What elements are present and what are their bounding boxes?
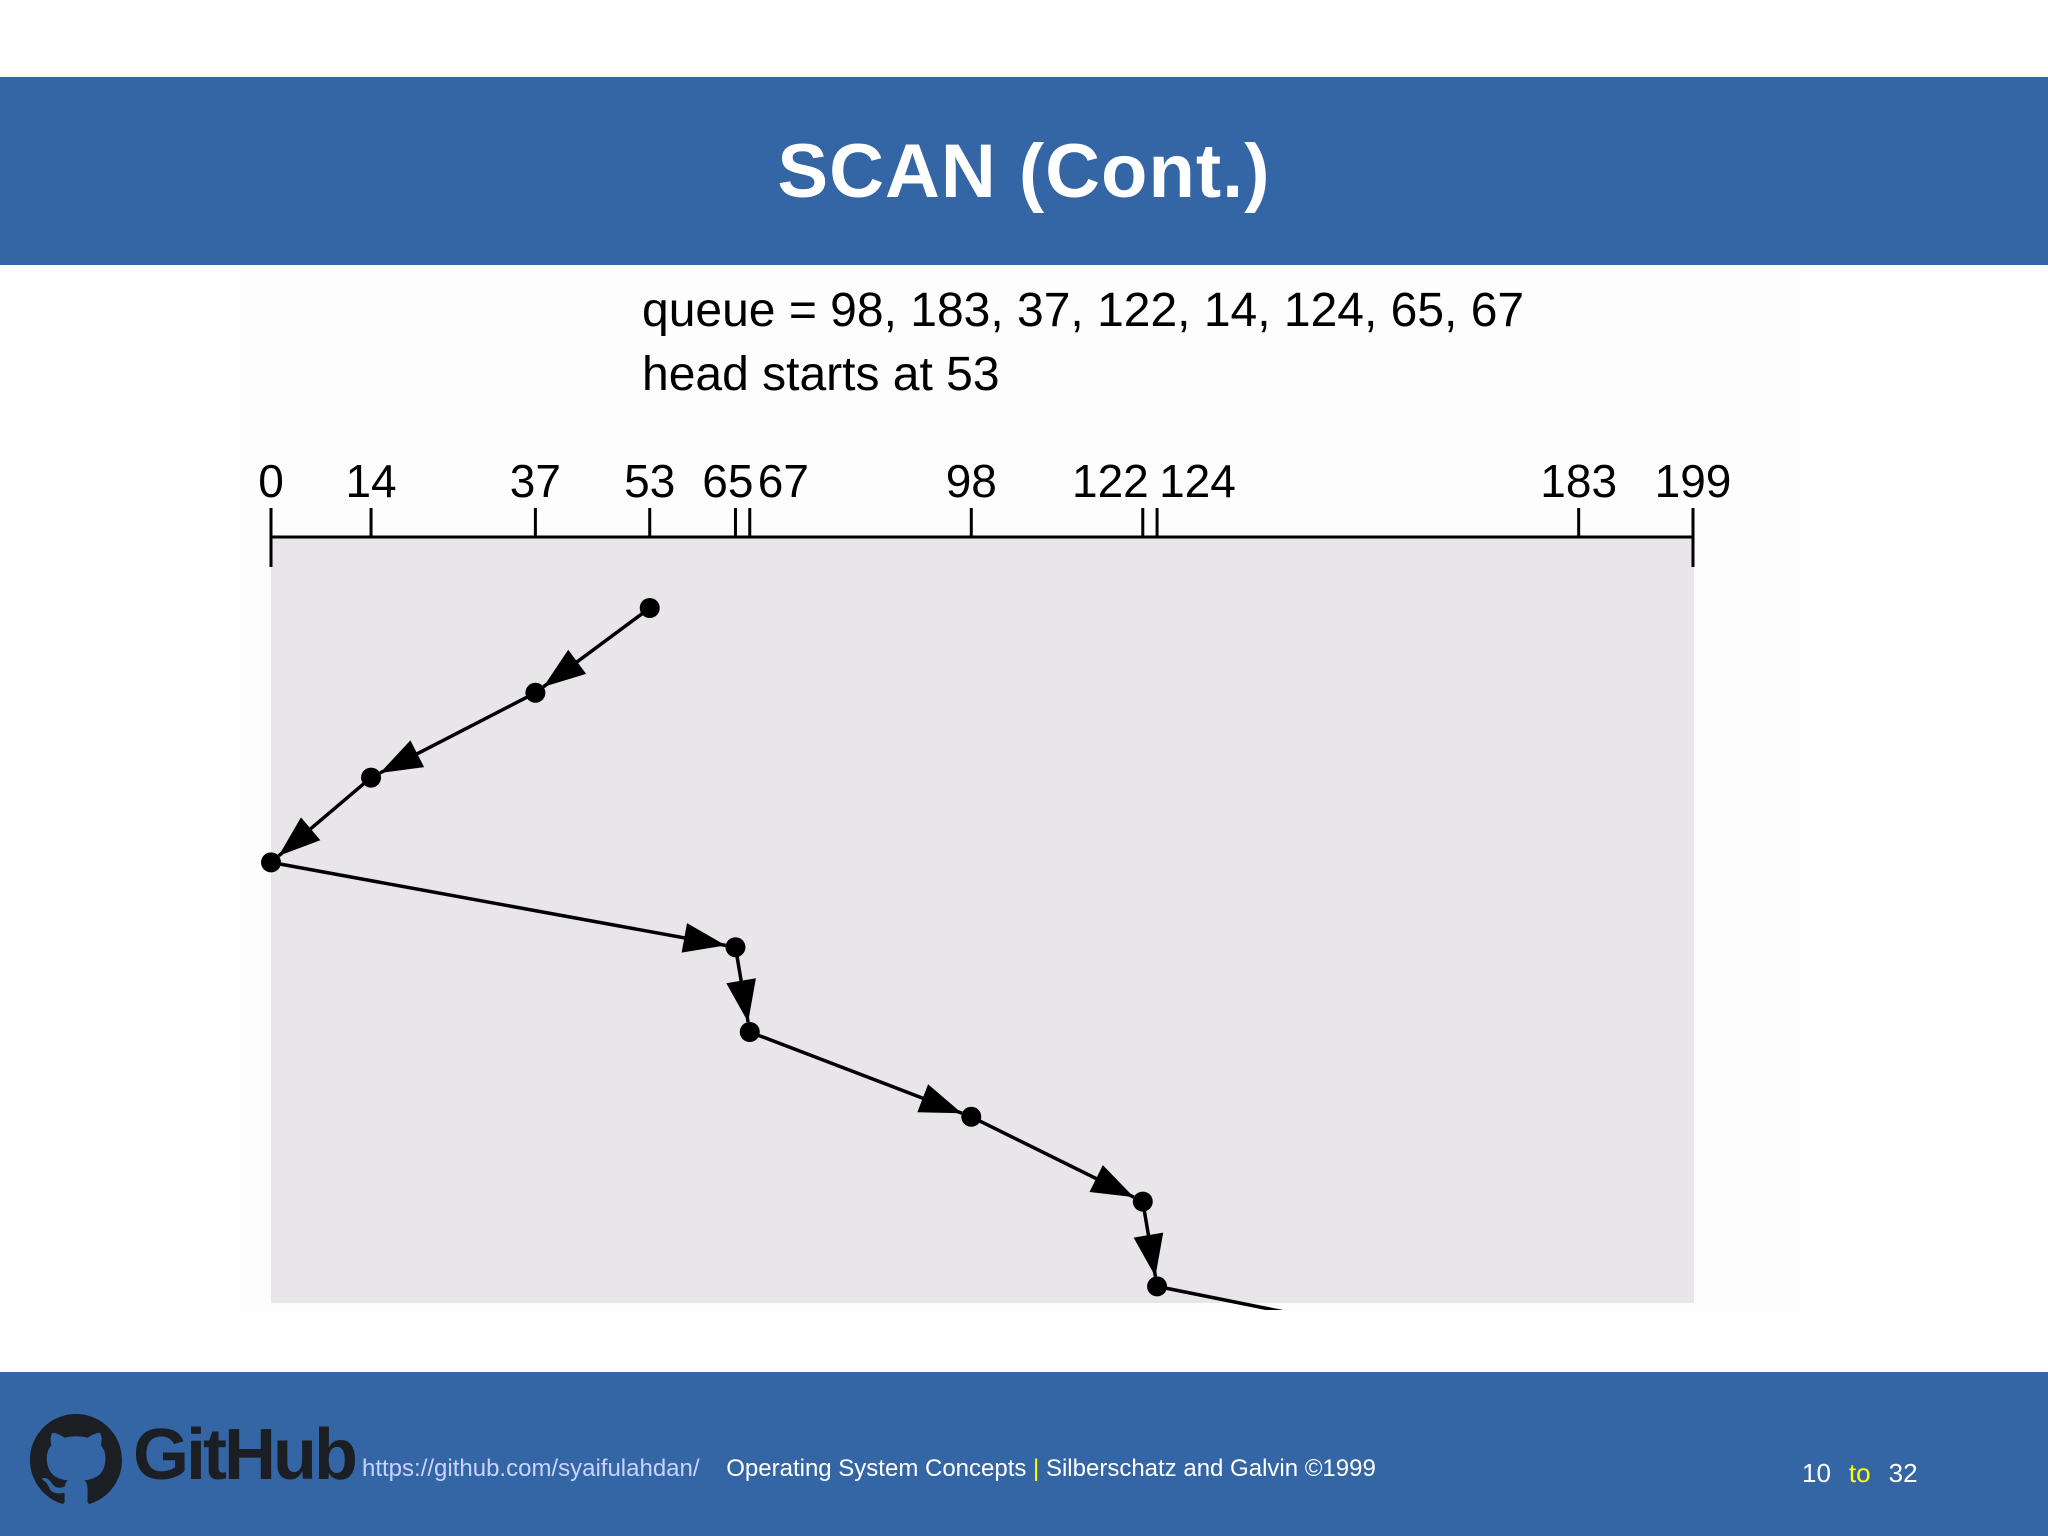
request-point-0 xyxy=(261,852,281,873)
request-point-67 xyxy=(739,1022,760,1042)
head-path xyxy=(261,598,1284,1310)
page-total: 32 xyxy=(1888,1458,1918,1488)
seek-arrowhead-98-to-122 xyxy=(1089,1165,1134,1198)
axis-tick-label-14: 14 xyxy=(345,455,396,507)
head-label: head starts at 53 xyxy=(642,348,1000,401)
page-number: 10 to 32 xyxy=(1802,1458,1918,1489)
page-to: to xyxy=(1848,1458,1871,1488)
seek-arrowhead-53-to-37 xyxy=(543,649,587,687)
diagram-panel xyxy=(271,537,1694,1303)
request-point-124 xyxy=(1147,1276,1168,1297)
queue-label: queue = 98, 183, 37, 122, 14, 124, 65, 6… xyxy=(642,284,1524,337)
seek-arrowhead-14-to-0 xyxy=(278,817,321,856)
scan-diagram-svg: queue = 98, 183, 37, 122, 14, 124, 65, 6… xyxy=(258,284,1731,1310)
axis-tick-label-0: 0 xyxy=(258,455,284,507)
footer-book: Operating System Concepts xyxy=(726,1455,1027,1482)
axis-tick-label-183: 183 xyxy=(1540,455,1617,507)
seek-segment-0-to-65 xyxy=(270,860,726,948)
footer: GitHub https://github.com/syaifulahdan/ … xyxy=(0,1372,2048,1536)
seek-segment-124-to-183 xyxy=(1156,1284,1284,1310)
slide-title: SCAN (Cont.) xyxy=(777,128,1271,214)
track-axis: 0 14 37 53 65 67 98 122 124 183 199 xyxy=(258,455,1731,567)
seek-arrowhead-37-to-14 xyxy=(379,740,425,774)
axis-tick-label-199: 199 xyxy=(1655,455,1732,507)
request-point-14 xyxy=(361,767,382,788)
axis-tick-label-122: 122 xyxy=(1072,455,1149,507)
footer-authors: Silberschatz and Galvin ©1999 xyxy=(1045,1455,1376,1482)
request-point-122 xyxy=(1132,1191,1153,1212)
request-point-37 xyxy=(525,682,546,703)
page-current: 10 xyxy=(1802,1458,1831,1488)
title-bar: SCAN (Cont.) xyxy=(0,77,2048,265)
axis-tick-label-67: 67 xyxy=(758,455,809,507)
axis-tick-label-65: 65 xyxy=(702,455,753,507)
seek-arrowhead-67-to-98 xyxy=(917,1084,962,1114)
seek-arrowhead-65-to-67 xyxy=(726,978,756,1023)
axis-tick-label-98: 98 xyxy=(946,455,997,507)
request-point-98 xyxy=(961,1106,982,1127)
footer-separator: | xyxy=(1033,1455,1040,1482)
axis-tick-label-53: 53 xyxy=(624,455,675,507)
axis-tick-label-37: 37 xyxy=(510,455,561,507)
scan-diagram: queue = 98, 183, 37, 122, 14, 124, 65, 6… xyxy=(240,265,1800,1310)
seek-arrowhead-122-to-124 xyxy=(1133,1232,1164,1277)
axis-tick-label-124: 124 xyxy=(1159,455,1236,507)
footer-url-link[interactable]: https://github.com/syaifulahdan/ xyxy=(362,1455,700,1482)
footer-credits: https://github.com/syaifulahdan/ Operati… xyxy=(362,1455,1376,1483)
github-octocat-icon xyxy=(30,1414,122,1504)
github-logo-text: GitHub xyxy=(133,1415,358,1495)
request-point-53 xyxy=(639,598,660,618)
request-point-65 xyxy=(725,937,746,958)
seek-arrowhead-0-to-65 xyxy=(681,923,726,953)
